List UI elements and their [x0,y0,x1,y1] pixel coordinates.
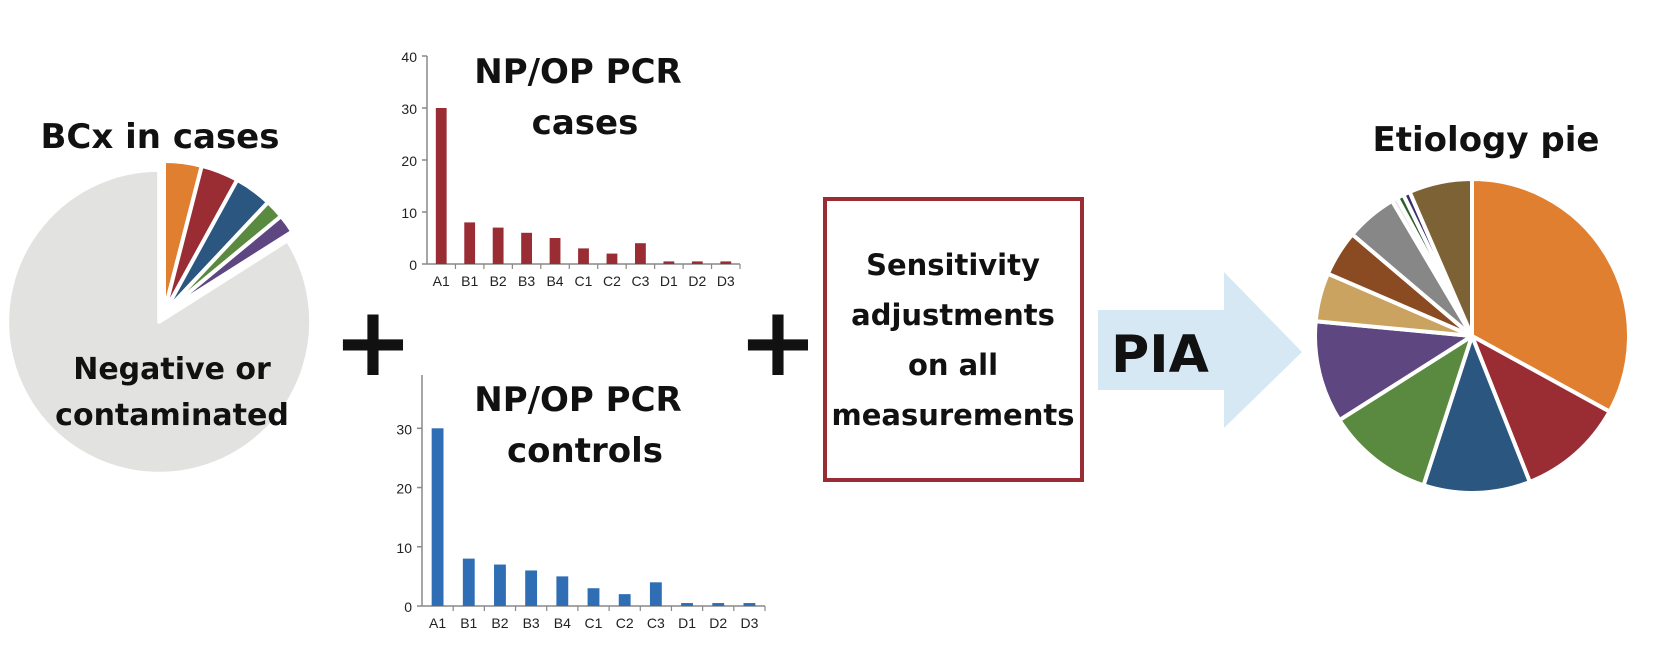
controls-chart-x-tick-label: D1 [678,615,696,631]
cases-chart-y-tick-label: 0 [409,257,417,273]
controls-chart-bar-B2 [494,564,506,606]
negative-label-line2: contaminated [55,398,289,433]
cases-chart-y-tick-label: 10 [401,205,417,221]
controls-chart-y-tick-label: 10 [396,540,412,556]
etiology-pie-slice-3 [1421,334,1532,496]
controls-chart-x-tick-label: C3 [647,615,665,631]
controls-chart-x-tick-label: D2 [709,615,727,631]
cases-chart-bar-D1 [663,261,675,264]
negative-label-line1: Negative or [73,352,271,387]
etiology-pie-slice-5 [1313,319,1474,423]
cases-chart-y-tick-label: 30 [401,101,417,117]
cases-chart-x-tick-label: B4 [546,273,563,289]
controls-chart-y-tick-label: 0 [404,599,412,615]
controls-chart-bar-D2 [712,603,725,606]
bcx-pie-slice-6 [5,167,314,476]
cases-chart-bar-C2 [606,253,618,264]
controls-chart-bar-A1 [431,428,444,606]
cases-chart-title-line1: NP/OP PCR [474,52,682,92]
bcx-pie-title: BCx in cases [41,117,280,157]
etiology-pie-slice-4 [1337,334,1474,488]
pia-arrow [1098,272,1302,428]
etiology-pie-slice-1 [1470,177,1631,414]
controls-chart-bar-B3 [525,570,538,606]
controls-chart-bar-C3 [649,582,662,606]
controls-chart-bar-D1 [681,603,693,606]
etiology-pie-chart [1313,177,1631,496]
plus-sign-right: + [738,286,818,398]
controls-chart-bar-C1 [587,588,600,606]
cases-chart-bar-C1 [578,248,589,264]
cases-chart-bar-B3 [521,232,532,264]
cases-chart-x-tick-label: B2 [490,273,507,289]
cases-chart-x-tick-label: B1 [461,273,478,289]
cases-chart-title-line2: cases [532,103,639,143]
cases-chart-x-tick-label: C3 [631,273,649,289]
cases-chart-x-tick-label: D1 [660,273,678,289]
controls-chart-x-tick-label: C1 [585,615,603,631]
box-line-3: on all [908,348,998,382]
cases-chart-bar-A1 [435,108,447,264]
controls-chart-bar-B1 [462,558,475,606]
controls-chart-y-tick-label: 30 [396,421,412,437]
cases-chart-x-tick-label: D3 [717,273,735,289]
box-line-4: measurements [832,398,1075,432]
controls-chart-bar-C2 [618,594,631,606]
controls-chart-y-tick-label: 20 [396,481,412,497]
controls-chart-x-tick-label: B3 [523,615,540,631]
cases-chart-x-tick-label: C1 [575,273,593,289]
cases-chart-bar-B2 [492,227,504,264]
controls-chart-x-tick-label: A1 [429,615,446,631]
controls-chart-bar-D3 [743,603,756,606]
etiology-pie-title: Etiology pie [1373,120,1600,160]
controls-chart-x-tick-label: D3 [740,615,758,631]
cases-chart-x-tick-label: D2 [688,273,706,289]
bcx-pie-slice-5 [162,214,295,315]
controls-chart-x-tick-label: C2 [616,615,634,631]
etiology-pie-slice-2 [1470,334,1612,484]
controls-bar-chart: 0 10 20 30 A1 B1 B2 B3 B4 C1 C2 C3 D1 D2 D3 [396,375,766,631]
cases-chart-bar-B1 [464,222,476,264]
cases-chart-bar-B4 [549,238,561,264]
controls-chart-title-line1: NP/OP PCR [474,380,682,420]
plus-sign-left: + [333,286,413,398]
cases-chart-y-tick-label: 40 [401,49,417,65]
cases-chart-x-tick-label: A1 [433,273,450,289]
pia-label: PIA [1111,325,1209,385]
cases-chart-y-tick-label: 20 [401,153,417,169]
controls-chart-bar-B4 [556,576,569,606]
etiology-pie-slice-12 [1407,177,1474,338]
cases-chart-bar-C3 [635,243,646,264]
sensitivity-box [823,197,1084,482]
controls-chart-x-tick-label: B4 [554,615,571,631]
box-line-2: adjustments [851,298,1055,332]
cases-chart-x-tick-label: B3 [518,273,535,289]
controls-chart-x-tick-label: B1 [460,615,477,631]
cases-chart-x-tick-label: C2 [603,273,621,289]
cases-chart-bar-D3 [720,261,732,264]
bcx-pie-chart [5,159,314,476]
cases-chart-bar-D2 [691,261,703,264]
cases-bar-chart: 0 10 20 30 40 A1 B1 B2 B3 B4 C1 C2 C3 D1 D2 D3 [401,49,741,289]
controls-chart-title-line2: controls [507,431,663,471]
controls-chart-x-tick-label: B2 [491,615,508,631]
box-line-1: Sensitivity [866,248,1040,282]
